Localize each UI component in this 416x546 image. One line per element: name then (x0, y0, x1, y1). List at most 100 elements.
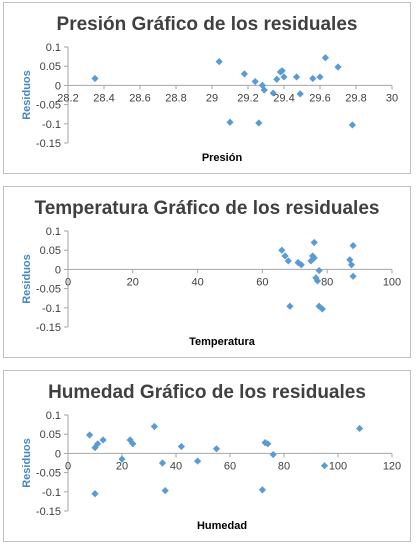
humedad-x-axis-label: Humedad (197, 520, 247, 532)
temperatura-data-point (278, 246, 286, 254)
presion-data-point (226, 118, 234, 126)
presion-x-tick-label: 29.4 (273, 92, 294, 104)
humedad-data-point (161, 487, 169, 495)
temperatura-data-point (347, 261, 356, 269)
humedad-data-point (356, 424, 364, 433)
presion-data-point (296, 90, 304, 98)
presion-data-point (293, 73, 301, 81)
temperatura-x-tick-label: 80 (321, 276, 333, 288)
humedad-x-tick-label: 120 (383, 460, 401, 472)
presion-y-tick-label: 0.1 (46, 42, 61, 54)
humedad-y-tick-label: 0 (55, 448, 61, 460)
presion-y-axis-label: Residuos (21, 70, 33, 120)
humedad-y-tick-label: -0.1 (42, 487, 61, 499)
humedad-x-tick-label: 40 (170, 460, 182, 472)
presion-data-point (260, 86, 268, 94)
humedad-x-tick-label: 0 (65, 460, 71, 472)
temperatura-data-point (318, 305, 326, 313)
humedad-data-point (258, 486, 266, 494)
temperatura-y-tick-label: -0.05 (36, 284, 61, 296)
presion-x-axis-label: Presión (202, 152, 243, 164)
humedad-x-tick-label: 100 (329, 460, 347, 472)
temperatura-x-tick-label: 100 (383, 276, 401, 288)
presion-data-point (251, 77, 259, 86)
temperatura-data-point (297, 261, 305, 269)
humedad-y-tick-label: 0.1 (46, 410, 61, 422)
presion-data-point (280, 73, 288, 81)
presion-data-point (240, 70, 248, 78)
humedad-y-tick-label: -0.15 (36, 506, 61, 518)
presion-x-tick-label: 29.8 (345, 92, 366, 104)
presion-data-point (91, 74, 99, 83)
presion-x-tick-label: 28.6 (129, 92, 150, 104)
humedad-data-point (194, 457, 202, 465)
chart-panel-humedad: Humedad Gráfico de los residuales 0.1 0.05… (3, 370, 411, 542)
presion-x-tick-label: 29 (206, 92, 218, 104)
presion-y-tick-label: -0.1 (42, 119, 61, 131)
humedad-data-point (261, 439, 269, 447)
temperatura-data-point (310, 238, 318, 247)
presion-data-point (269, 89, 277, 97)
temperatura-data-point (294, 258, 302, 267)
temperatura-data-point (349, 241, 357, 250)
presion-y-tick-label: 0 (55, 80, 61, 92)
chart-panel-presion: Presión Gráfico de los residuales 0.1 0.05… (3, 2, 411, 174)
presion-data-point (348, 121, 356, 129)
temperatura-data-point (349, 272, 357, 280)
humedad-data-point (177, 442, 185, 451)
temperatura-y-tick-label: 0.05 (40, 245, 61, 257)
presion-chart-title: Presión Gráfico de los residuales (57, 14, 358, 35)
humedad-y-tick-label: -0.05 (36, 468, 61, 480)
presion-x-tick-label: 30 (386, 92, 398, 104)
temperatura-x-axis-label: Temperatura (189, 336, 256, 348)
presion-data-point (215, 57, 223, 66)
chart-panel-temperatura: Temperatura Gráfico de los residuales 0.1… (3, 186, 411, 358)
humedad-y-tick-label: 0.05 (40, 429, 61, 441)
presion-data-point (255, 119, 263, 127)
humedad-y-axis-label: Residuos (21, 438, 33, 488)
presion-data-point (316, 73, 324, 81)
presion-y-tick-label: 0.05 (40, 61, 61, 73)
presion-data-point (278, 67, 286, 75)
humedad-data-point (86, 431, 94, 439)
presion-y-tick-label: -0.05 (36, 100, 61, 112)
temperatura-y-tick-label: -0.15 (36, 322, 61, 334)
humedad-data-point (91, 490, 99, 498)
temperatura-data-point (315, 266, 323, 275)
humedad-data-point (320, 462, 329, 470)
presion-data-point (273, 75, 281, 83)
temperatura-y-tick-label: -0.1 (42, 303, 61, 315)
humedad-chart-title: Humedad Gráfico de los residuales (48, 382, 366, 403)
presion-x-tick-label: 28.2 (57, 92, 78, 104)
humedad-x-tick-label: 20 (116, 460, 128, 472)
temperatura-x-tick-label: 40 (191, 276, 203, 288)
presion-data-point (334, 63, 342, 71)
presion-x-tick-label: 28.8 (165, 92, 186, 104)
humedad-x-tick-label: 60 (224, 460, 236, 472)
temperatura-x-tick-label: 60 (256, 276, 268, 288)
temperatura-data-point (286, 302, 294, 310)
temperatura-y-tick-label: 0.1 (46, 226, 61, 238)
temperatura-x-tick-label: 0 (65, 276, 71, 288)
temperatura-x-tick-label: 20 (127, 276, 139, 288)
presion-data-point (309, 74, 317, 83)
temperatura-y-tick-label: 0 (55, 264, 61, 276)
presion-x-tick-label: 29.2 (237, 92, 258, 104)
humedad-data-point (118, 455, 126, 463)
presion-y-tick-label: -0.15 (36, 138, 61, 150)
presion-residual-chart: Presión Gráfico de los residuales 0.1 0.05… (21, 14, 398, 164)
presion-x-tick-label: 29.6 (309, 92, 330, 104)
humedad-data-point (269, 450, 277, 459)
presion-x-tick-label: 28.4 (93, 92, 114, 104)
temperatura-data-point (310, 254, 318, 262)
humedad-data-point (158, 459, 167, 467)
temperatura-chart-title: Temperatura Gráfico de los residuales (35, 198, 380, 219)
presion-data-point (321, 54, 329, 62)
humedad-residual-chart: Humedad Gráfico de los residuales 0.1 0.05… (21, 382, 401, 532)
temperatura-residual-chart: Temperatura Gráfico de los residuales 0.1… (21, 198, 401, 348)
temperatura-data-point (315, 302, 323, 310)
humedad-data-point (150, 422, 158, 431)
presion-data-point (258, 81, 266, 89)
temperatura-y-axis-label: Residuos (21, 254, 33, 304)
humedad-x-tick-label: 80 (278, 460, 290, 472)
